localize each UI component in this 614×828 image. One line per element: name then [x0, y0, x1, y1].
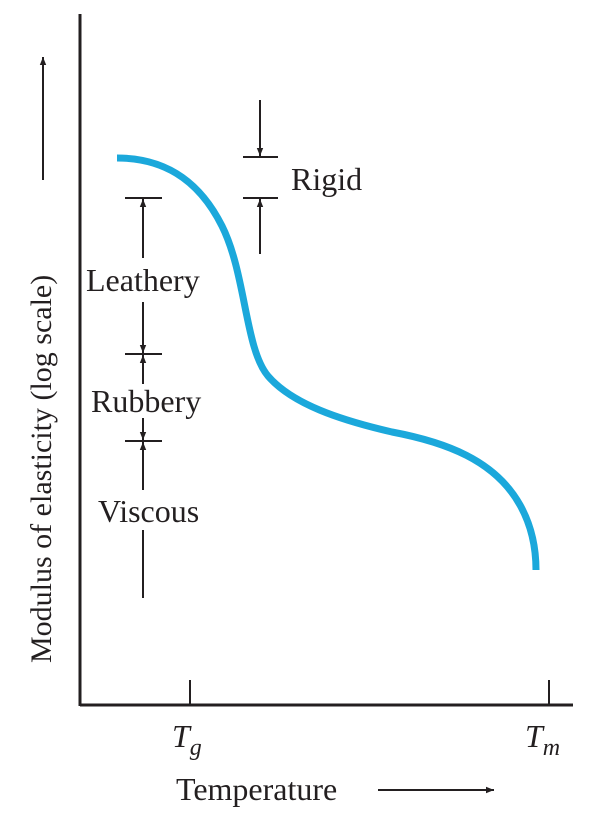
- x-tick-label-tg: Tg: [172, 718, 202, 761]
- region-label-rigid: Rigid: [291, 161, 362, 197]
- x-tick-label-tm: Tm: [525, 718, 560, 761]
- x-axis-label: Temperature: [176, 771, 337, 807]
- region-label-rubbery: Rubbery: [91, 383, 201, 419]
- region-label-leathery: Leathery: [86, 262, 200, 298]
- modulus-curve: [116, 154, 540, 571]
- region-label-viscous: Viscous: [98, 493, 199, 529]
- y-axis-label: Modulus of elasticity (log scale): [25, 275, 58, 663]
